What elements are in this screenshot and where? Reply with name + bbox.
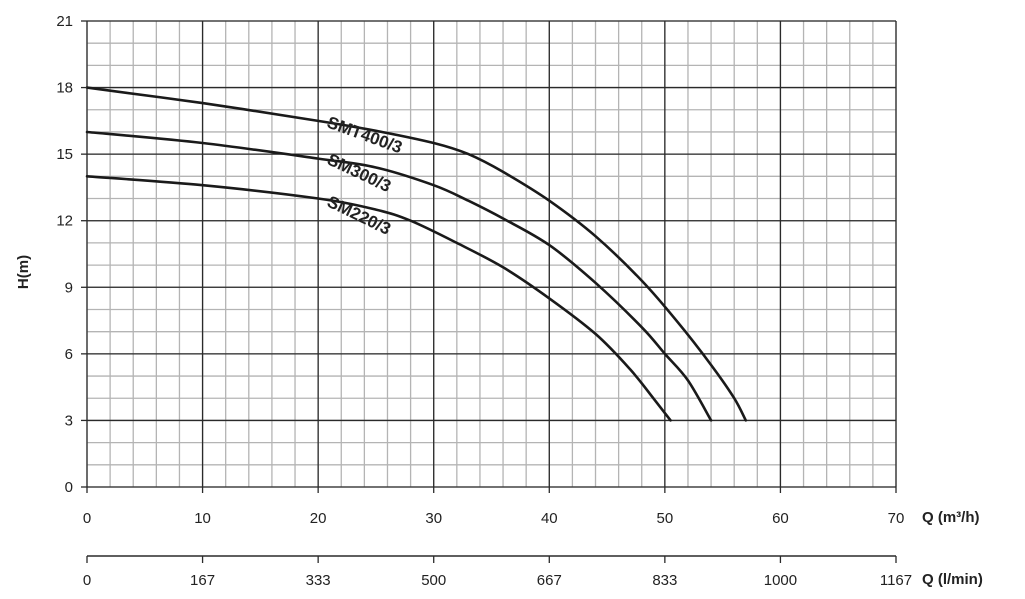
x2-tick-label: 667 — [537, 572, 562, 589]
series-line — [85, 86, 748, 422]
x2-tick-label: 833 — [652, 572, 677, 589]
y-axis-title: H(m) — [15, 255, 32, 289]
x-tick-label: 10 — [194, 510, 211, 527]
x2-tick-label: 333 — [306, 572, 331, 589]
y-tick-label: 6 — [65, 346, 73, 363]
x2-tick-label: 500 — [421, 572, 446, 589]
x-tick-label: 40 — [541, 510, 558, 527]
y-tick-label: 3 — [65, 412, 73, 429]
series-lines — [85, 86, 748, 422]
x-axis-title: Q (m³/h) — [922, 509, 980, 526]
secondary-x-axis: 0 167 333 500 667 833 1000 1167 — [83, 555, 912, 589]
y-tick-label: 0 — [65, 479, 73, 496]
y-tick-label: 21 — [56, 13, 73, 30]
x-tick-label: 20 — [310, 510, 327, 527]
x-axis-ticks: 0 10 20 30 40 50 60 70 — [83, 487, 905, 527]
series-line — [85, 175, 672, 422]
y-axis-ticks: 0 3 6 9 12 15 18 21 — [56, 13, 87, 496]
x-tick-label: 0 — [83, 510, 91, 527]
y-tick-label: 9 — [65, 279, 73, 296]
x2-tick-label: 1167 — [880, 572, 912, 589]
x2-tick-label: 1000 — [764, 572, 797, 589]
x-tick-label: 30 — [425, 510, 442, 527]
x2-axis-title: Q (l/min) — [922, 571, 983, 588]
series-label: SM300/3 — [324, 150, 394, 196]
y-tick-label: 15 — [56, 146, 73, 163]
x-tick-label: 60 — [772, 510, 789, 527]
y-tick-label: 12 — [56, 213, 73, 230]
major-grid — [86, 20, 897, 488]
series-line — [85, 130, 713, 422]
x2-tick-label: 167 — [190, 572, 215, 589]
x-tick-label: 50 — [657, 510, 674, 527]
x2-tick-label: 0 — [83, 572, 91, 589]
y-tick-label: 18 — [56, 80, 73, 97]
minor-grid — [86, 20, 897, 488]
x-tick-label: 70 — [888, 510, 905, 527]
